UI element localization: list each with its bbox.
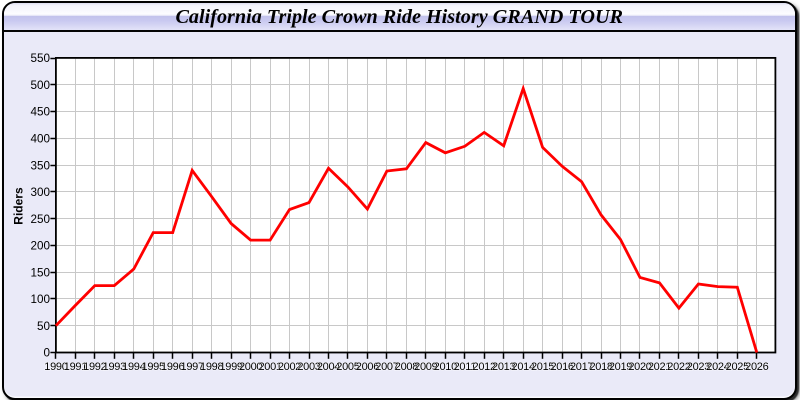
svg-text:2012: 2012: [473, 361, 496, 373]
svg-text:2000: 2000: [239, 361, 262, 373]
svg-text:2007: 2007: [375, 361, 398, 373]
svg-text:2006: 2006: [356, 361, 379, 373]
svg-text:1997: 1997: [181, 361, 204, 373]
svg-text:200: 200: [30, 240, 50, 253]
svg-text:2024: 2024: [706, 361, 729, 373]
svg-text:2008: 2008: [395, 361, 418, 373]
svg-text:50: 50: [37, 320, 51, 333]
svg-text:2015: 2015: [531, 361, 554, 373]
svg-text:1994: 1994: [122, 361, 145, 373]
svg-text:2026: 2026: [745, 361, 768, 373]
svg-text:1998: 1998: [200, 361, 223, 373]
svg-text:2023: 2023: [687, 361, 710, 373]
svg-text:2016: 2016: [550, 361, 573, 373]
svg-text:250: 250: [30, 213, 50, 226]
svg-text:2010: 2010: [434, 361, 457, 373]
svg-text:2002: 2002: [278, 361, 301, 373]
svg-text:300: 300: [30, 186, 50, 199]
svg-text:2019: 2019: [609, 361, 632, 373]
svg-text:2009: 2009: [414, 361, 437, 373]
svg-text:2021: 2021: [648, 361, 671, 373]
svg-text:150: 150: [30, 266, 50, 279]
svg-text:450: 450: [30, 106, 50, 119]
svg-text:2003: 2003: [297, 361, 320, 373]
svg-text:2020: 2020: [628, 361, 651, 373]
svg-text:2013: 2013: [492, 361, 515, 373]
svg-text:550: 550: [30, 52, 50, 65]
svg-text:2011: 2011: [454, 361, 477, 373]
svg-text:2004: 2004: [317, 361, 340, 373]
svg-text:1991: 1991: [64, 361, 87, 373]
svg-text:400: 400: [30, 133, 50, 146]
svg-text:1993: 1993: [103, 361, 126, 373]
svg-text:2018: 2018: [589, 361, 612, 373]
svg-text:1995: 1995: [142, 361, 165, 373]
svg-text:500: 500: [30, 79, 50, 92]
svg-text:2001: 2001: [258, 361, 281, 373]
svg-text:2014: 2014: [512, 361, 535, 373]
svg-text:100: 100: [30, 293, 50, 306]
svg-text:2025: 2025: [726, 361, 749, 373]
svg-text:1996: 1996: [161, 361, 184, 373]
svg-text:1999: 1999: [219, 361, 242, 373]
svg-text:1990: 1990: [44, 361, 67, 373]
svg-text:Riders: Riders: [12, 187, 26, 225]
svg-text:2017: 2017: [570, 361, 593, 373]
svg-text:2005: 2005: [336, 361, 359, 373]
svg-text:0: 0: [43, 347, 50, 360]
svg-text:1992: 1992: [83, 361, 106, 373]
svg-text:2022: 2022: [667, 361, 690, 373]
svg-text:350: 350: [30, 159, 50, 172]
